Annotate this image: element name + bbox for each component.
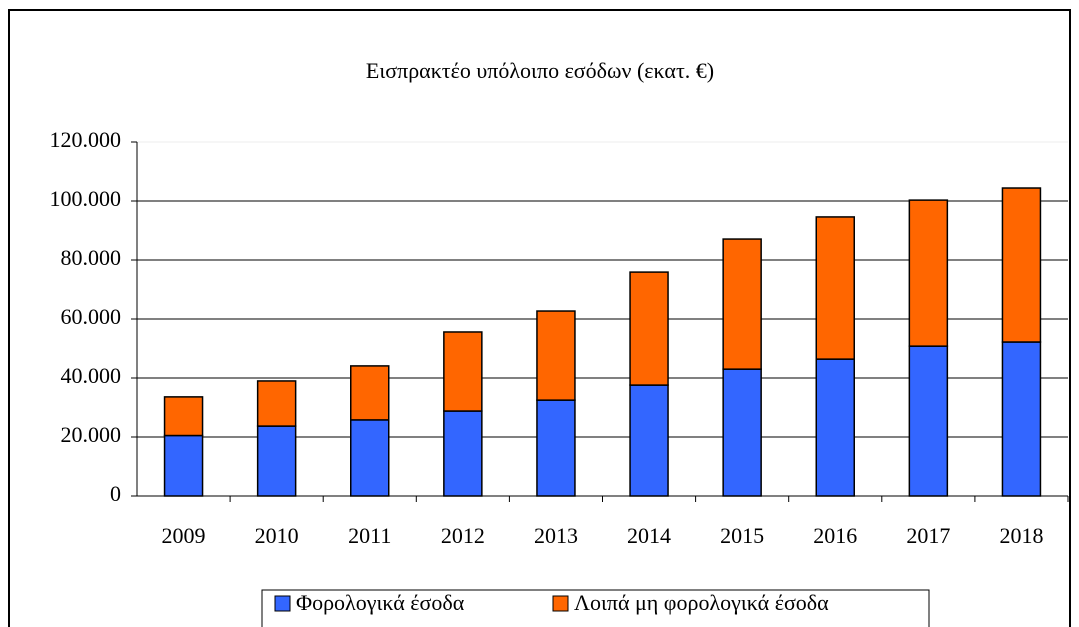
bar-segment [536, 310, 576, 401]
x-tick-label: 2015 [720, 523, 764, 548]
legend-swatch [552, 595, 569, 612]
bar-segment [815, 216, 855, 360]
y-tick-label: 80.000 [61, 245, 122, 270]
bar-segment [908, 199, 949, 347]
bar-segment [722, 368, 762, 497]
legend-label: Φορολογικά έσοδα [296, 590, 465, 615]
bar-segment [163, 434, 204, 497]
x-tick-label: 2012 [441, 523, 485, 548]
bar-segment [629, 271, 669, 386]
x-tick-label: 2016 [813, 523, 857, 548]
bar-segment [350, 419, 390, 497]
y-tick-label: 100.000 [50, 186, 122, 211]
y-tick-label: 120.000 [50, 127, 122, 152]
chart-title: Εισπρακτέο υπόλοιπο εσόδων (εκατ. €) [366, 58, 714, 83]
bar-segment [350, 365, 390, 421]
bar-segment [536, 399, 576, 497]
x-tick-label: 2013 [534, 523, 578, 548]
bar-segment [629, 384, 669, 497]
x-tick-label: 2018 [999, 523, 1043, 548]
x-tick-label: 2014 [627, 523, 671, 548]
legend-swatch [274, 595, 291, 612]
y-tick-label: 40.000 [61, 363, 122, 388]
bar-segment [256, 380, 297, 427]
bar-segment [1001, 187, 1042, 343]
bar-segment [1001, 341, 1042, 497]
bar-segment [256, 425, 297, 497]
x-tick-label: 2011 [348, 523, 391, 548]
bar-segment [443, 331, 483, 412]
x-tick-label: 2009 [162, 523, 206, 548]
bar-segment [443, 410, 483, 497]
bar-segment [815, 358, 855, 497]
bar-segment [908, 345, 949, 497]
x-tick-label: 2017 [906, 523, 950, 548]
y-tick-label: 0 [110, 481, 121, 506]
y-tick-label: 20.000 [61, 422, 122, 447]
bar-segment [163, 396, 204, 437]
y-tick-label: 60.000 [61, 304, 122, 329]
x-tick-label: 2010 [255, 523, 299, 548]
legend-label: Λοιπά μη φορολογικά έσοδα [574, 590, 829, 615]
bar-segment [722, 238, 762, 370]
legend-box [261, 589, 930, 627]
